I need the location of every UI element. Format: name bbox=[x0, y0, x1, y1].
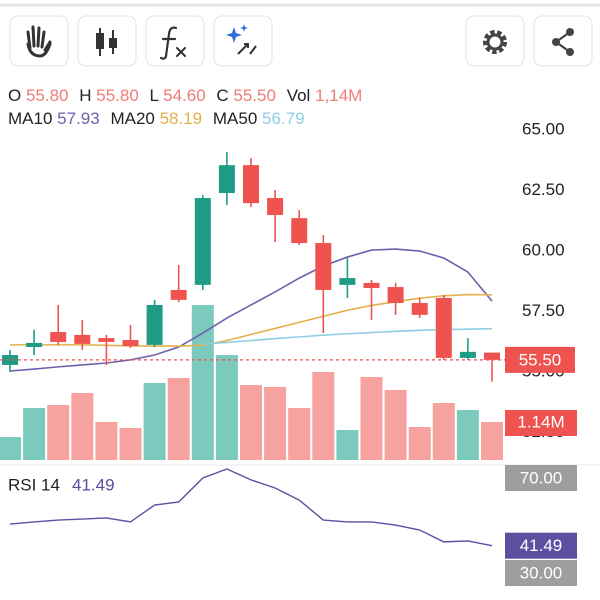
ohlc-value: 55.50 bbox=[233, 86, 276, 105]
volume-bar bbox=[215, 355, 238, 460]
rsi-tick-badge bbox=[505, 559, 577, 586]
candle-body bbox=[218, 165, 235, 193]
ma-name: MA50 bbox=[212, 109, 258, 128]
ohlc-value: 55.80 bbox=[96, 86, 139, 105]
ohlc-value: 55.80 bbox=[25, 86, 69, 105]
candle-body bbox=[2, 355, 18, 365]
volume-badge-label: 1.14M bbox=[517, 412, 564, 431]
candle-body bbox=[435, 297, 452, 358]
ma-name: MA20 bbox=[110, 109, 155, 128]
volume-bar bbox=[47, 405, 70, 460]
y-tick-label: 57.50 bbox=[522, 301, 565, 320]
volume-bar bbox=[264, 387, 287, 460]
volume-bar bbox=[408, 427, 431, 460]
ma-line bbox=[10, 293, 493, 347]
ma-name: MA10 bbox=[8, 109, 53, 128]
ma-value: 56.79 bbox=[262, 109, 305, 128]
candle-body bbox=[243, 165, 259, 204]
ohlc-label: C bbox=[216, 86, 229, 105]
candle-body bbox=[363, 282, 380, 289]
settings-button[interactable] bbox=[465, 15, 525, 67]
rsi-tick-badge bbox=[505, 464, 577, 491]
candle-body bbox=[387, 287, 404, 304]
volume-bar bbox=[191, 305, 214, 460]
volume-bar bbox=[312, 372, 335, 460]
y-tick-label: 55.00 bbox=[522, 361, 565, 380]
ma-value: 57.93 bbox=[57, 109, 100, 128]
rsi-badge-label: 41.49 bbox=[520, 536, 563, 555]
gesture-button[interactable] bbox=[9, 15, 69, 67]
rsi-tick-label: 70.00 bbox=[520, 468, 563, 487]
ohlc-label: O bbox=[8, 86, 22, 105]
volume-bar bbox=[481, 422, 503, 460]
candle-type-button[interactable] bbox=[77, 15, 137, 67]
volume-bar bbox=[240, 385, 262, 460]
y-tick-label: 52.50 bbox=[522, 422, 565, 441]
candle-body bbox=[267, 198, 284, 215]
ohlc-value: 54.60 bbox=[163, 86, 206, 105]
ohlc-label: L bbox=[149, 86, 159, 105]
candle-body bbox=[315, 243, 332, 290]
price-badge-label: 55.50 bbox=[519, 350, 562, 369]
volume-bar bbox=[167, 378, 190, 460]
candle-body bbox=[170, 289, 187, 300]
volume-bar bbox=[336, 430, 359, 460]
ma-legend: MA10 57.93 MA20 58.19 MA50 56.79 bbox=[8, 109, 311, 129]
candle-body bbox=[291, 218, 308, 244]
candle-body bbox=[122, 340, 139, 347]
y-tick-label: 62.50 bbox=[522, 180, 565, 199]
volume-bar bbox=[384, 390, 407, 460]
indicators-button[interactable] bbox=[145, 15, 205, 67]
y-tick-label: 60.00 bbox=[522, 241, 565, 260]
volume-bar bbox=[288, 408, 311, 460]
ma-line bbox=[9, 248, 493, 372]
candle-body bbox=[50, 332, 67, 342]
volume-bar bbox=[0, 437, 21, 460]
ai-button[interactable] bbox=[213, 15, 273, 67]
volume-bar bbox=[360, 377, 383, 460]
volume-bar bbox=[95, 422, 118, 460]
volume-bar bbox=[23, 408, 46, 460]
share-button[interactable] bbox=[533, 15, 593, 67]
candle-body bbox=[484, 352, 500, 360]
rsi-value: 41.49 bbox=[72, 475, 115, 494]
rsi-tick-label: 30.00 bbox=[520, 563, 563, 582]
candle-body bbox=[26, 342, 43, 348]
candle-body bbox=[194, 198, 211, 285]
toolbar bbox=[0, 3, 600, 67]
rsi-label: RSI 14 bbox=[8, 475, 60, 494]
ma-line bbox=[202, 327, 493, 345]
candle-body bbox=[459, 351, 476, 358]
candle-body bbox=[339, 278, 356, 285]
price-badge bbox=[505, 346, 575, 373]
ma-value: 58.19 bbox=[159, 109, 203, 128]
volume-bar bbox=[71, 393, 94, 460]
ohlc-label: Vol bbox=[286, 86, 311, 105]
ohlc-label: H bbox=[79, 86, 92, 105]
candle-body bbox=[74, 334, 91, 344]
rsi-badge bbox=[505, 532, 577, 559]
volume-badge bbox=[505, 410, 577, 436]
volume-bar bbox=[143, 383, 166, 460]
volume-bar bbox=[456, 410, 479, 460]
y-tick-label: 65.00 bbox=[522, 120, 565, 139]
volume-bar bbox=[432, 403, 455, 460]
candle-body bbox=[98, 338, 115, 342]
candle-body bbox=[146, 304, 163, 345]
rsi-line bbox=[9, 468, 493, 547]
candle-body bbox=[411, 303, 428, 315]
ohlc-value: 1,14M bbox=[315, 86, 363, 105]
volume-bar bbox=[119, 428, 142, 460]
ohlc-legend: O 55.80 H 55.80 L 54.60 C 55.50 Vol 1,14… bbox=[8, 86, 368, 106]
